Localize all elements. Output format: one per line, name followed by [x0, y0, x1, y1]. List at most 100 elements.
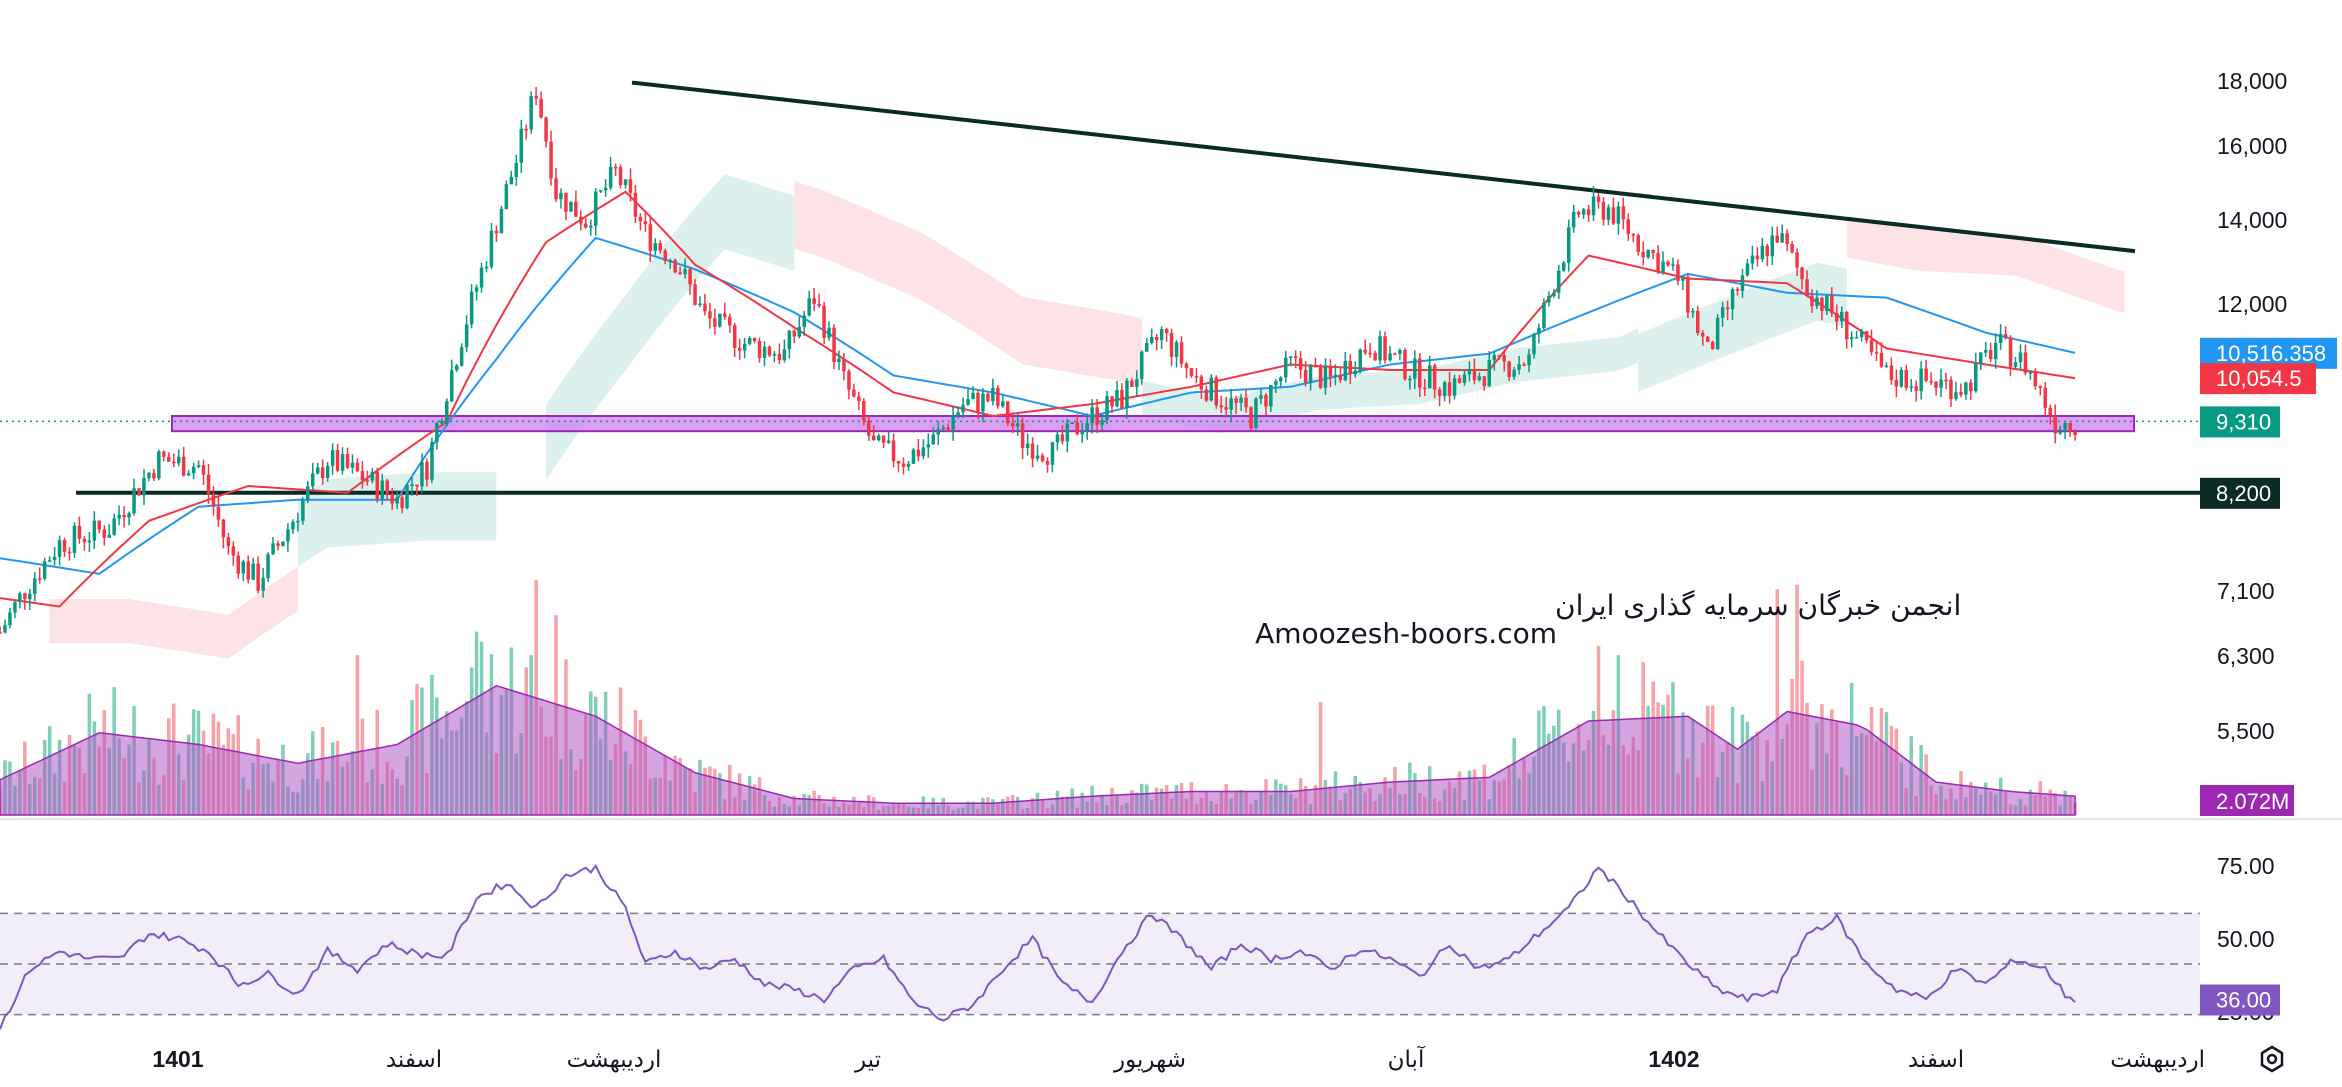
candle-body: [718, 313, 722, 327]
candle-body: [489, 230, 494, 267]
candle-body: [598, 190, 603, 192]
candle-body: [544, 117, 548, 142]
candle-body: [737, 348, 742, 351]
candle-body: [1214, 377, 1218, 406]
candle-body: [1924, 368, 1928, 381]
candle-body: [906, 463, 911, 467]
candle-body: [1785, 233, 1789, 244]
candle-body: [1447, 382, 1452, 396]
candle-body: [1383, 336, 1387, 361]
support-price-tag-background: [2200, 477, 2280, 509]
candle-body: [226, 537, 231, 547]
candle-body: [1651, 249, 1655, 254]
candle-body: [713, 318, 717, 327]
candle-body: [157, 451, 161, 479]
last-price-tag-label: 9,310: [2216, 409, 2271, 434]
candle-body: [623, 179, 628, 185]
candle-body: [519, 128, 523, 163]
candle-body: [499, 209, 504, 234]
candle-body: [1437, 389, 1442, 396]
candle-body: [1795, 252, 1799, 268]
candle-body: [1264, 395, 1268, 407]
watermark-title: انجمن خبرگان سرمایه گذاری ایران: [1555, 589, 1961, 622]
candle-body: [1715, 317, 1720, 350]
candle-body: [1571, 212, 1576, 228]
candle-body: [380, 480, 384, 499]
candle-body: [857, 396, 861, 402]
candle-body: [1011, 423, 1015, 427]
time-axis[interactable]: 1401 اسفند اردیبهشت تیر شهریور آبان 1402…: [152, 1045, 2205, 1073]
candle-body: [306, 486, 310, 501]
candle-body: [67, 551, 72, 554]
candle-body: [2073, 431, 2077, 436]
candle-body: [1845, 312, 1849, 340]
candle-body: [1358, 349, 1362, 371]
candle-body: [1636, 235, 1640, 252]
support-price-tag-label: 8,200: [2216, 481, 2271, 506]
candle-body: [147, 472, 151, 479]
candle-body: [2018, 352, 2023, 363]
candle-body: [822, 305, 826, 338]
time-label: اسفند: [386, 1046, 442, 1072]
candle-body: [1164, 329, 1169, 334]
candle-body: [296, 520, 300, 523]
candle-body: [1403, 350, 1407, 380]
candle-body: [1432, 365, 1437, 390]
candle-body: [405, 484, 409, 509]
candle-body: [663, 250, 667, 262]
candle-body: [1949, 379, 1953, 399]
candle-body: [1393, 353, 1397, 355]
candle-body: [1701, 332, 1705, 337]
candle-body: [752, 337, 757, 341]
candle-body: [102, 529, 106, 538]
candle-body: [1770, 235, 1774, 257]
candle-body: [772, 353, 777, 356]
ma-blue-tag-label: 10,516.358: [2216, 341, 2326, 366]
candle-body: [87, 540, 92, 543]
candle-body: [1899, 369, 1904, 387]
candle-body: [628, 179, 633, 193]
candle-body: [1507, 361, 1511, 377]
candle-body: [385, 480, 389, 494]
candle-body: [1353, 370, 1357, 375]
rsi-line: [0, 863, 2076, 1030]
candle-body: [261, 578, 265, 591]
candle-body: [643, 221, 648, 225]
candle-body: [618, 167, 623, 185]
candle-body: [1492, 355, 1496, 360]
candle-body: [2038, 386, 2043, 388]
candle-body: [1750, 255, 1755, 264]
candle-body: [2053, 415, 2057, 434]
candle-body: [1289, 356, 1293, 358]
candle-body: [1849, 337, 1854, 340]
candle-body: [1740, 275, 1745, 291]
candle-body: [852, 389, 856, 397]
candle-body: [1398, 350, 1402, 354]
candle-body: [1537, 327, 1541, 334]
candle-body: [971, 392, 975, 400]
settings-hexagon-icon[interactable]: [2260, 1045, 2284, 1073]
candle-body: [479, 267, 484, 288]
price-axis[interactable]: 18,000 16,000 14,000 12,000 7,100 6,300 …: [2217, 68, 2287, 744]
candle-body: [787, 330, 792, 350]
candle-body: [941, 427, 945, 430]
candle-body: [1954, 392, 1958, 399]
candle-body: [1025, 443, 1030, 448]
candle-body: [1567, 227, 1571, 263]
ma-red-tag-background: [2200, 363, 2316, 395]
candle-body: [1542, 302, 1546, 328]
volume-tag-label: 2.072M: [2216, 789, 2289, 814]
candle-body: [862, 401, 866, 421]
candle-body: [425, 461, 429, 480]
candle-body: [1820, 297, 1824, 311]
candle-body: [216, 506, 221, 520]
candle-body: [1179, 342, 1184, 364]
candle-body: [251, 563, 255, 580]
candle-body: [1040, 455, 1045, 461]
candle-body: [1606, 207, 1611, 220]
candle-body: [33, 578, 37, 594]
candle-body: [881, 435, 886, 443]
candle-body: [951, 415, 955, 430]
candle-body: [1001, 401, 1005, 407]
